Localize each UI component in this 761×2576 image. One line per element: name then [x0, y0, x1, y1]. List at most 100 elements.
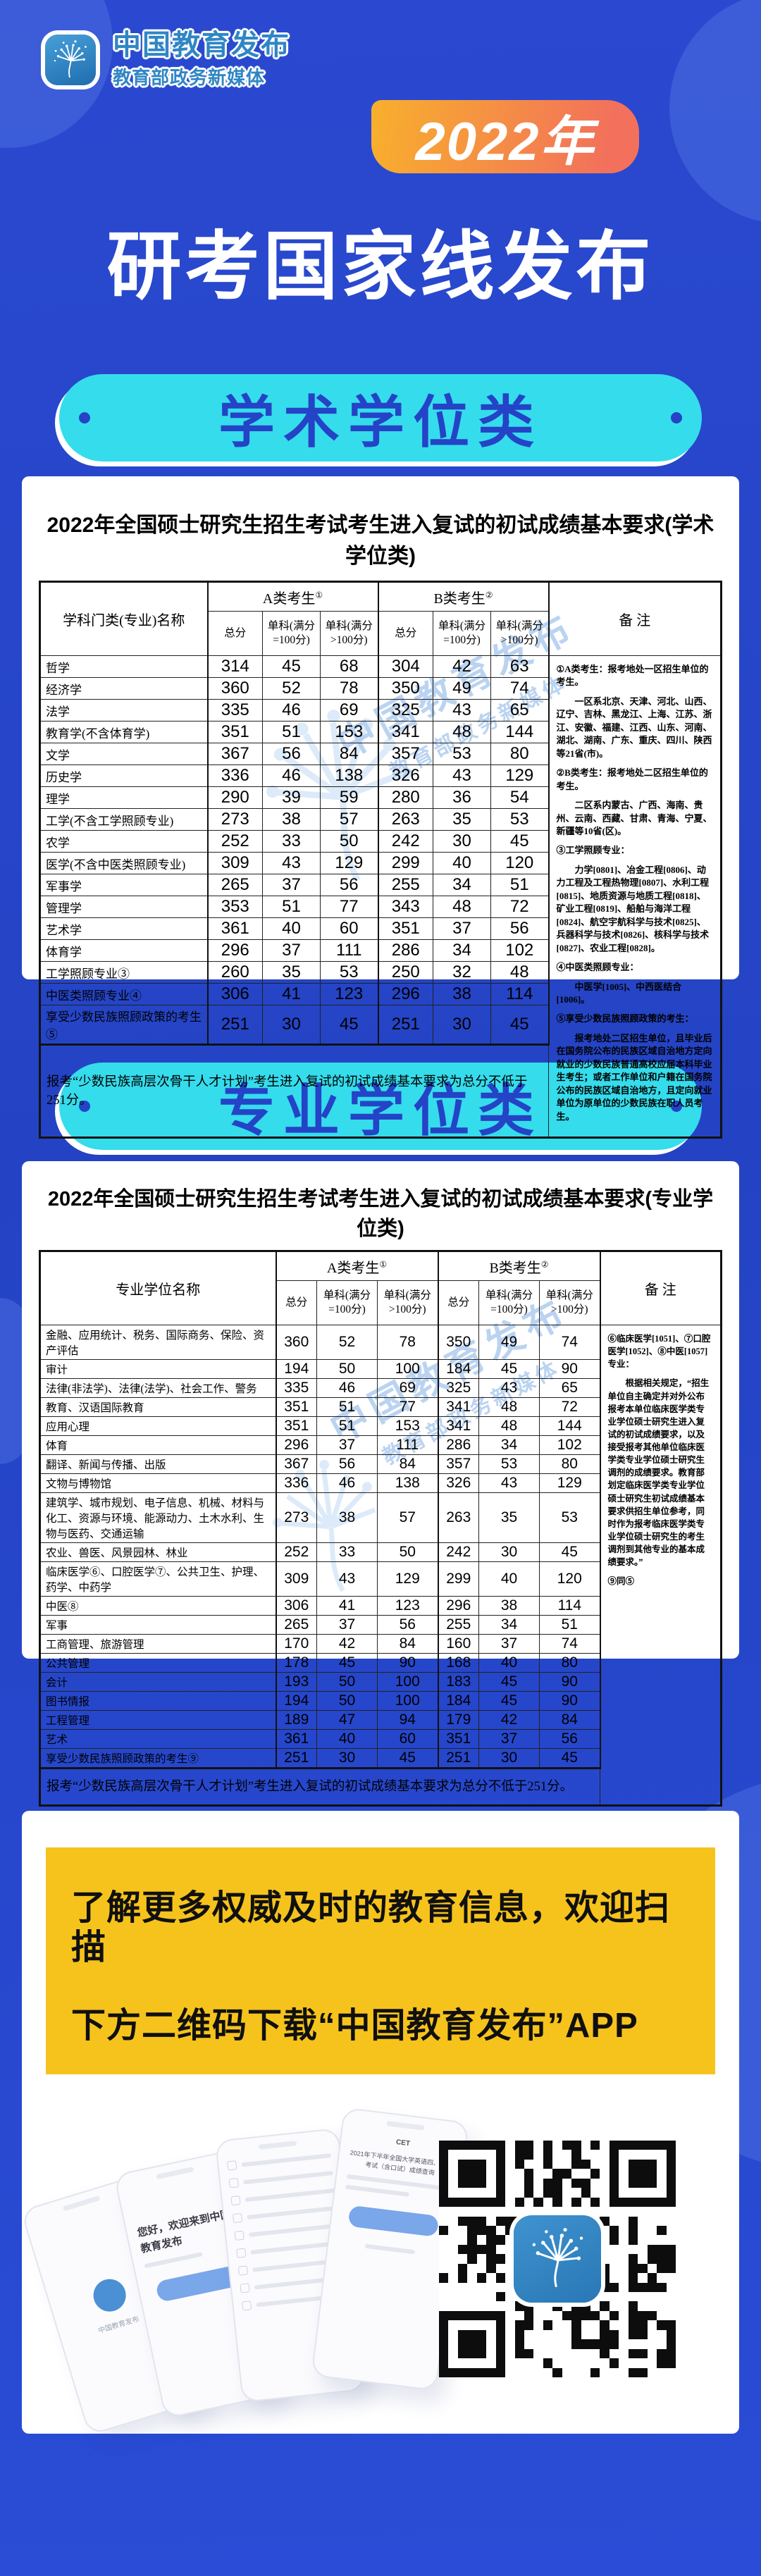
score-cell: 123 — [377, 1596, 439, 1616]
score-cell: 77 — [320, 896, 379, 918]
table-row: 图书情报 194 50 100 184 45 90 — [39, 1691, 722, 1711]
score-cell: 120 — [538, 1561, 601, 1597]
column-header-total: 总分 — [207, 611, 263, 656]
score-cell: 35 — [478, 1492, 540, 1543]
table-row: 文学 367 56 84 357 53 80 — [39, 743, 722, 765]
score-cell: 51 — [316, 1397, 378, 1417]
column-header-single100: 单科(满分=100分) — [433, 611, 491, 656]
column-header-group-a: A类考生① — [276, 1251, 439, 1281]
score-cell: 255 — [378, 874, 433, 896]
score-cell: 273 — [207, 808, 263, 831]
table-row: 翻译、新闻与传播、出版 367 56 84 357 53 80 — [39, 1454, 722, 1474]
score-cell: 100 — [377, 1691, 439, 1711]
score-cell: 56 — [320, 874, 379, 896]
score-cell: 184 — [438, 1691, 479, 1711]
score-cell: 45 — [490, 830, 550, 853]
score-cell: 94 — [377, 1710, 439, 1730]
score-cell: 30 — [262, 1005, 321, 1045]
score-cell: 48 — [433, 721, 491, 743]
score-cell: 357 — [438, 1454, 479, 1474]
score-cell: 41 — [316, 1596, 378, 1616]
score-cell: 47 — [316, 1710, 378, 1730]
table-row: 法律(非法学)、法律(法学)、社会工作、警务 335 46 69 325 43 65 — [39, 1378, 722, 1398]
score-cell: 74 — [490, 677, 550, 700]
score-cell: 40 — [478, 1653, 540, 1673]
score-cell: 306 — [276, 1596, 317, 1616]
score-cell: 296 — [276, 1435, 317, 1455]
score-cell: 78 — [320, 677, 379, 700]
score-cell: 33 — [316, 1542, 378, 1562]
score-cell: 40 — [316, 1729, 378, 1749]
score-cell: 69 — [320, 699, 379, 722]
remark-cell: ⑥临床医学[1051]、⑦口腔医学[1052]、⑧中医[1057]专业： 根据相… — [600, 1325, 722, 1806]
score-cell: 309 — [207, 852, 263, 874]
score-cell: 129 — [320, 852, 379, 874]
score-cell: 45 — [262, 655, 321, 678]
subject-name-cell: 翻译、新闻与传播、出版 — [39, 1454, 277, 1474]
score-cell: 36 — [433, 786, 491, 809]
score-cell: 45 — [478, 1691, 540, 1711]
score-cell: 250 — [378, 961, 433, 984]
score-cell: 252 — [207, 830, 263, 853]
page-title: 研考国家线发布 — [106, 225, 655, 309]
score-cell: 51 — [538, 1615, 601, 1635]
score-cell: 242 — [378, 830, 433, 853]
column-header-single-over100: 单科(满分>100分) — [377, 1280, 439, 1325]
score-cell: 45 — [478, 1359, 540, 1379]
score-cell: 59 — [320, 786, 379, 809]
table-row: 中医⑧ 306 41 123 296 38 114 — [39, 1596, 722, 1616]
score-cell: 60 — [320, 917, 379, 940]
subject-name-cell: 建筑学、城市规划、电子信息、机械、材料与化工、资源与环境、能源动力、土木水利、生… — [39, 1492, 277, 1543]
subject-name-cell: 工学照顾专业③ — [39, 961, 209, 984]
score-cell: 34 — [433, 874, 491, 896]
score-cell: 43 — [316, 1561, 378, 1597]
score-cell: 69 — [377, 1378, 439, 1398]
score-cell: 46 — [262, 764, 321, 787]
score-cell: 314 — [207, 655, 263, 678]
score-cell: 286 — [438, 1435, 479, 1455]
score-cell: 43 — [478, 1378, 540, 1398]
score-cell: 45 — [377, 1748, 439, 1769]
score-cell: 68 — [320, 655, 379, 678]
score-cell: 56 — [490, 917, 550, 940]
score-cell: 45 — [478, 1672, 540, 1692]
table-footnote: 报考“少数民族高层次骨干人才计划”考生进入复试的初试成绩基本要求为总分不低于25… — [39, 1043, 550, 1139]
subject-name-cell: 哲学 — [39, 655, 209, 678]
score-cell: 343 — [378, 896, 433, 918]
score-cell: 260 — [207, 961, 263, 984]
score-cell: 144 — [490, 721, 550, 743]
score-cell: 35 — [433, 808, 491, 831]
table-row: 哲学 314 45 68 304 42 63 ①A类考生：报考地处一区招生单位的考生。 一区系… — [39, 655, 722, 1139]
score-cell: 265 — [207, 874, 263, 896]
score-cell: 38 — [478, 1596, 540, 1616]
score-cell: 299 — [438, 1561, 479, 1597]
score-cell: 50 — [377, 1542, 439, 1562]
score-cell: 351 — [276, 1416, 317, 1436]
subject-name-cell: 军事 — [39, 1615, 277, 1635]
table-row: 应用心理 351 51 153 341 48 144 — [39, 1416, 722, 1436]
score-cell: 325 — [438, 1378, 479, 1398]
subject-name-cell: 工程管理 — [39, 1710, 277, 1730]
score-cell: 37 — [316, 1435, 378, 1455]
academic-score-table: 学科门类(专业)名称 A类考生① B类考生② 备 注 总分 单科(满分=100分… — [39, 581, 722, 1139]
subject-name-cell: 享受少数民族照顾政策的考生⑨ — [39, 1748, 277, 1769]
score-cell: 45 — [538, 1748, 601, 1769]
column-header-group-b: B类考生② — [437, 1251, 601, 1281]
score-cell: 35 — [262, 961, 321, 984]
promo-text-line2: 下方二维码下载“中国教育发布”APP — [71, 2006, 638, 2045]
score-cell: 252 — [276, 1542, 317, 1562]
subject-name-cell: 农学 — [39, 830, 209, 853]
score-cell: 45 — [538, 1542, 601, 1562]
subject-name-cell: 公共管理 — [39, 1653, 277, 1673]
score-cell: 51 — [262, 896, 321, 918]
logo-title: 中国教育发布 — [113, 30, 290, 61]
table-row: 教育学(不含体育学) 351 51 153 341 48 144 — [39, 721, 722, 743]
score-cell: 37 — [478, 1729, 540, 1749]
table-row: 体育 296 37 111 286 34 102 — [39, 1435, 722, 1455]
score-cell: 65 — [490, 699, 550, 722]
qr-code — [439, 2141, 676, 2377]
score-cell: 46 — [262, 699, 321, 722]
score-cell: 361 — [207, 917, 263, 940]
score-cell: 40 — [478, 1561, 540, 1597]
